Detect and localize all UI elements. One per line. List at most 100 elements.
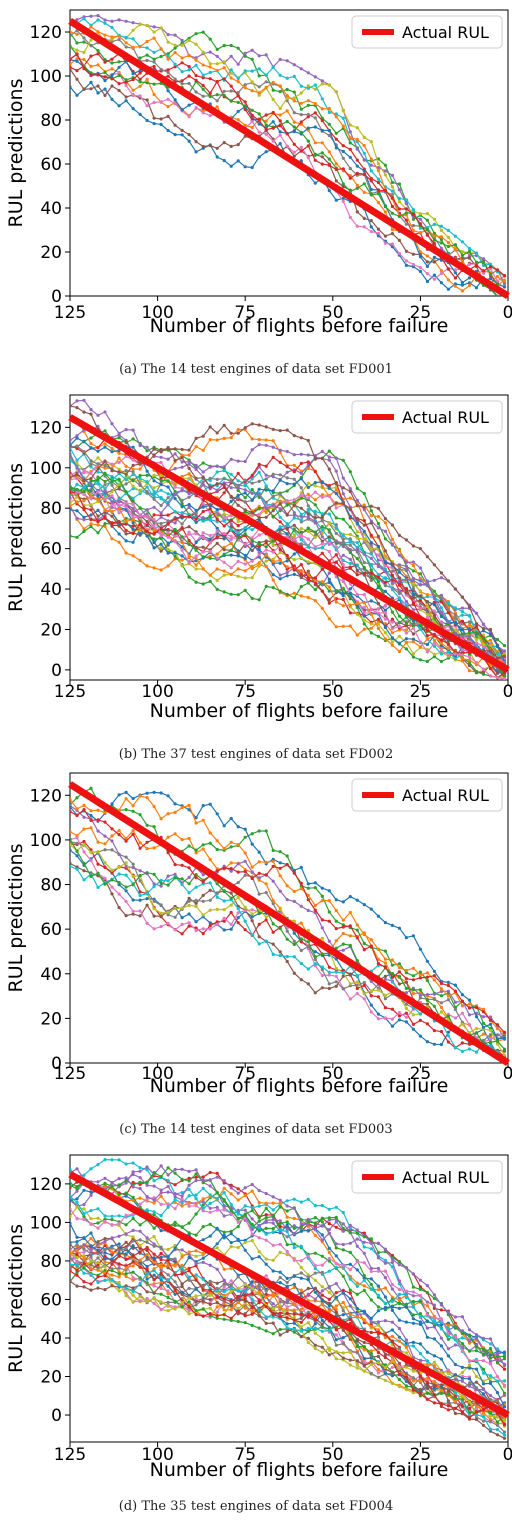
engine-prediction-point: [70, 67, 72, 71]
engine-prediction-point: [138, 522, 142, 526]
engine-prediction-point: [418, 576, 422, 580]
engine-prediction-point: [159, 450, 163, 454]
engine-prediction-point: [278, 448, 282, 452]
engine-prediction-point: [110, 1218, 114, 1222]
engine-prediction-point: [89, 497, 93, 501]
engine-prediction-point: [271, 65, 275, 69]
engine-prediction-point: [299, 493, 303, 497]
engine-prediction-point: [390, 573, 394, 577]
engine-prediction-point: [467, 658, 472, 662]
engine-prediction-point: [390, 581, 394, 585]
engine-prediction-point: [117, 532, 121, 536]
engine-prediction-point: [264, 128, 268, 132]
engine-prediction-point: [292, 889, 296, 894]
engine-prediction-point: [313, 576, 317, 580]
y-tick-label: 40: [40, 580, 62, 600]
engine-prediction-point: [229, 541, 233, 545]
engine-prediction-point: [229, 436, 233, 440]
engine-prediction-point: [446, 989, 450, 993]
engine-prediction-point: [411, 652, 415, 656]
engine-prediction-point: [194, 816, 198, 820]
engine-prediction-point: [439, 596, 443, 600]
engine-prediction-point: [306, 126, 310, 130]
engine-prediction-point: [439, 641, 443, 645]
x-tick-label: 100: [141, 682, 173, 702]
engine-prediction-point: [229, 528, 233, 532]
engine-prediction-point: [502, 285, 507, 289]
engine-prediction-point: [411, 601, 415, 605]
engine-prediction-point: [348, 155, 352, 159]
engine-prediction-point: [418, 599, 422, 603]
engine-prediction-point: [152, 899, 156, 903]
engine-prediction-point: [292, 568, 296, 572]
engine-prediction-point: [215, 526, 219, 530]
engine-prediction-point: [103, 79, 107, 83]
engine-prediction-point: [355, 530, 359, 534]
engine-prediction-point: [187, 882, 191, 886]
engine-prediction-point: [369, 140, 373, 144]
engine-prediction-point: [103, 70, 107, 75]
engine-prediction-point: [257, 512, 261, 516]
engine-prediction-point: [320, 480, 324, 484]
engine-prediction-point: [292, 90, 296, 94]
engine-prediction-point: [166, 1289, 170, 1293]
engine-prediction-point: [453, 1343, 457, 1347]
engine-prediction-point: [243, 556, 247, 560]
engine-prediction-point: [152, 1179, 156, 1183]
y-tick-label: 80: [40, 111, 62, 131]
engine-prediction-point: [159, 54, 163, 59]
engine-prediction-point: [96, 490, 100, 494]
engine-prediction-point: [152, 100, 156, 105]
engine-prediction-point: [166, 879, 170, 883]
engine-prediction-point: [166, 913, 170, 917]
engine-prediction-point: [166, 105, 170, 109]
engine-prediction-point: [70, 62, 72, 66]
engine-prediction-point: [327, 1348, 331, 1352]
engine-prediction-point: [131, 470, 135, 474]
engine-prediction-point: [229, 553, 233, 557]
engine-prediction-point: [75, 535, 79, 539]
engine-prediction-point: [369, 1247, 373, 1251]
y-tick-label: 120: [30, 23, 62, 43]
engine-prediction-point: [446, 228, 450, 233]
engine-prediction-point: [306, 103, 310, 107]
engine-prediction-point: [166, 457, 170, 461]
engine-prediction-point: [222, 824, 226, 828]
engine-prediction-point: [145, 512, 149, 516]
engine-prediction-point: [159, 568, 163, 572]
engine-prediction-point: [103, 410, 107, 414]
engine-prediction-point: [453, 248, 457, 252]
engine-prediction-point: [173, 452, 177, 456]
engine-prediction-point: [96, 63, 100, 67]
engine-prediction-point: [348, 539, 352, 543]
engine-prediction-point: [124, 41, 128, 45]
engine-prediction-point: [299, 496, 303, 500]
engine-prediction-point: [215, 552, 219, 556]
engine-prediction-point: [327, 970, 331, 974]
engine-prediction-point: [222, 158, 226, 163]
engine-prediction-point: [362, 529, 366, 533]
engine-prediction-point: [194, 463, 198, 467]
engine-prediction-point: [278, 1219, 282, 1223]
engine-prediction-point: [201, 448, 205, 452]
engine-prediction-point: [453, 1000, 457, 1004]
engine-prediction-point: [96, 91, 100, 95]
engine-prediction-point: [313, 881, 317, 885]
engine-prediction-point: [124, 469, 128, 473]
engine-prediction-point: [208, 1170, 212, 1175]
engine-prediction-point: [264, 829, 268, 833]
engine-prediction-point: [432, 978, 436, 982]
engine-prediction-point: [236, 921, 240, 925]
engine-prediction-point: [390, 204, 394, 209]
engine-prediction-point: [103, 474, 107, 478]
engine-prediction-point: [299, 145, 303, 149]
engine-prediction-point: [89, 412, 93, 416]
engine-prediction-point: [292, 955, 296, 959]
engine-prediction-point: [152, 804, 156, 809]
engine-prediction-point: [460, 259, 464, 263]
engine-prediction-point: [362, 627, 366, 631]
engine-prediction-point: [453, 271, 457, 275]
engine-prediction-point: [243, 827, 247, 831]
x-tick-label: 100: [141, 1064, 173, 1084]
engine-prediction-point: [383, 188, 387, 193]
